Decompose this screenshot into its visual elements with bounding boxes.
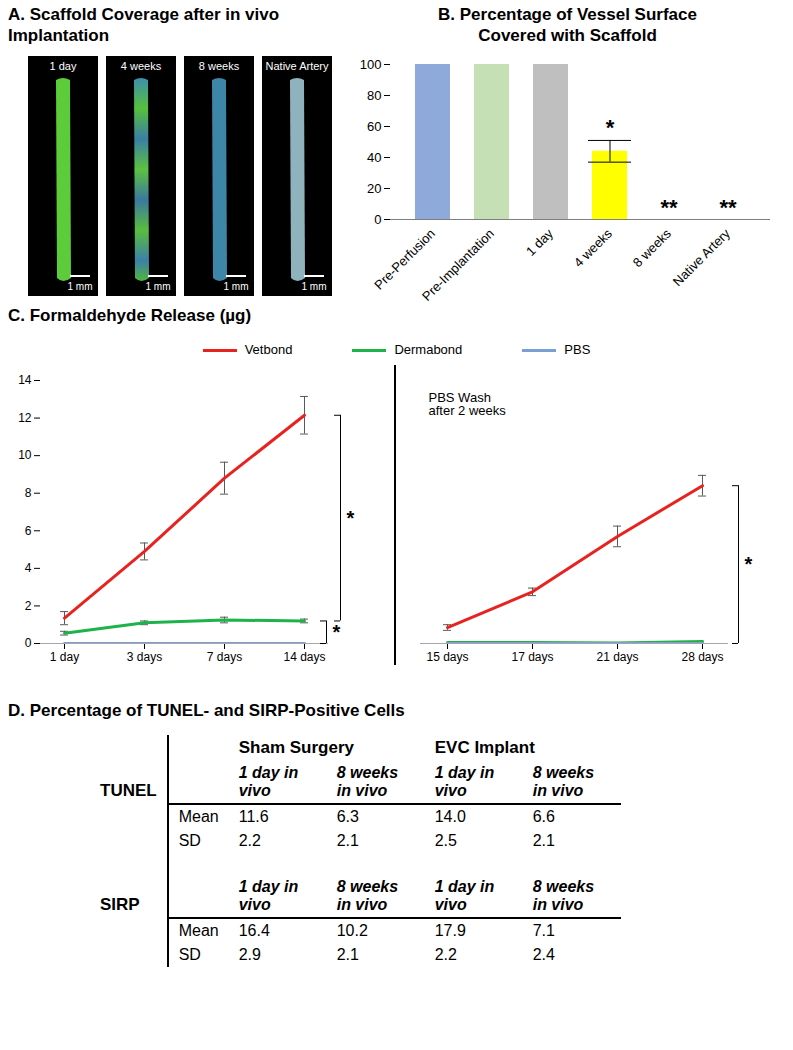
svg-text:10: 10 [18,448,32,462]
html-text:17.9: 17.9 [434,922,466,939]
svg-text:Pre-Perfusion: Pre-Perfusion [371,226,438,293]
svg-text:4 weeks: 4 weeks [571,225,616,270]
html-text:PBS: PBS [564,342,591,357]
svg-text:1 mm: 1 mm [224,281,249,292]
svg-text:7 days: 7 days [207,650,242,664]
html-text:8 weeks in vivo: 8 weeks in vivo [336,878,399,913]
html-text:EVC Implant: EVC Implant [434,738,535,757]
html-text:1 day in vivo: 1 day in vivo [434,878,495,913]
svg-text:20: 20 [367,181,381,196]
html-text:Mean: Mean [178,808,219,825]
svg-text:6: 6 [25,524,32,538]
html-text:8 weeks in vivo: 8 weeks in vivo [336,764,399,799]
html-text:2.2: 2.2 [434,946,457,963]
svg-text:80: 80 [367,88,381,103]
svg-text:17 days: 17 days [511,650,553,664]
html-text:TUNEL: TUNEL [100,781,157,800]
svg-text:PBS Washafter 2 weeks: PBS Washafter 2 weeks [429,390,507,418]
svg-text:4 weeks: 4 weeks [121,60,162,72]
html-text:D. Percentage of TUNEL- and SI: D. Percentage of TUNEL- and SIRP-Positiv… [8,701,405,720]
svg-text:4: 4 [25,561,32,575]
svg-text:8 weeks: 8 weeks [199,60,240,72]
svg-text:8 weeks: 8 weeks [630,225,675,270]
svg-text:*: * [333,621,341,643]
svg-text:60: 60 [367,119,381,134]
svg-text:1 mm: 1 mm [302,281,327,292]
html-text:A. Scaffold Coverage after in: A. Scaffold Coverage after in vivo Impla… [8,5,280,45]
html-text:SD: SD [178,946,201,963]
html-text:2.1: 2.1 [532,832,555,849]
html-text:11.6: 11.6 [238,808,269,825]
svg-text:28 days: 28 days [681,650,723,664]
html-text:Mean: Mean [178,922,219,939]
html-text:2.1: 2.1 [336,946,359,963]
html-text:16.4: 16.4 [238,922,270,939]
svg-text:Pre-Implantation: Pre-Implantation [419,226,497,304]
svg-text:12: 12 [18,411,32,425]
html-text:C. Formaldehyde Release (µg): C. Formaldehyde Release (µg) [8,306,252,325]
html-text:2.9: 2.9 [238,946,261,963]
svg-text:1 day: 1 day [50,60,77,72]
svg-text:3 days: 3 days [127,650,162,664]
html-text:Vetbond: Vetbond [244,342,293,357]
svg-text:Native Artery: Native Artery [670,225,734,289]
svg-text:Native Artery: Native Artery [266,60,329,72]
html-text:2.2: 2.2 [238,832,261,849]
svg-text:1 day: 1 day [50,650,79,664]
svg-text:1 mm: 1 mm [68,281,93,292]
html-text:6.6: 6.6 [532,808,555,825]
svg-text:1 day: 1 day [523,225,556,258]
html-text:14.0: 14.0 [434,808,466,825]
svg-text:21 days: 21 days [596,650,638,664]
svg-text:2: 2 [25,599,32,613]
svg-text:40: 40 [367,150,381,165]
html-text:6.3: 6.3 [336,808,359,825]
svg-text:*: * [347,507,355,529]
svg-text:100: 100 [360,57,382,72]
svg-text:15 days: 15 days [426,650,468,664]
svg-text:**: ** [660,195,678,220]
html-text:1 day in vivo: 1 day in vivo [434,764,495,799]
html-text:SD: SD [178,832,201,849]
html-text:2.4: 2.4 [532,946,555,963]
svg-text:0: 0 [374,212,381,227]
svg-text:8: 8 [25,486,32,500]
svg-text:0: 0 [25,636,32,650]
html-text:1 day in vivo: 1 day in vivo [238,764,299,799]
html-text:7.1: 7.1 [532,922,555,939]
svg-text:14: 14 [18,373,32,387]
html-text:8 weeks in vivo: 8 weeks in vivo [532,878,595,913]
html-text:Dermabond: Dermabond [394,342,463,357]
svg-text:**: ** [719,195,737,220]
html-text:10.2: 10.2 [336,922,368,939]
svg-text:*: * [745,553,753,575]
svg-text:14 days: 14 days [283,650,325,664]
html-text:Sham Surgery: Sham Surgery [238,738,354,757]
html-text:1 day in vivo: 1 day in vivo [238,878,299,913]
svg-text:1 mm: 1 mm [146,281,171,292]
svg-text:*: * [606,115,615,140]
html-text:SIRP: SIRP [100,895,140,914]
html-text:8 weeks in vivo: 8 weeks in vivo [532,764,595,799]
html-text:2.5: 2.5 [434,832,457,849]
html-text:2.1: 2.1 [336,832,359,849]
html-text:B. Percentage of Vessel Surfac: B. Percentage of Vessel Surface Covered … [438,5,697,45]
